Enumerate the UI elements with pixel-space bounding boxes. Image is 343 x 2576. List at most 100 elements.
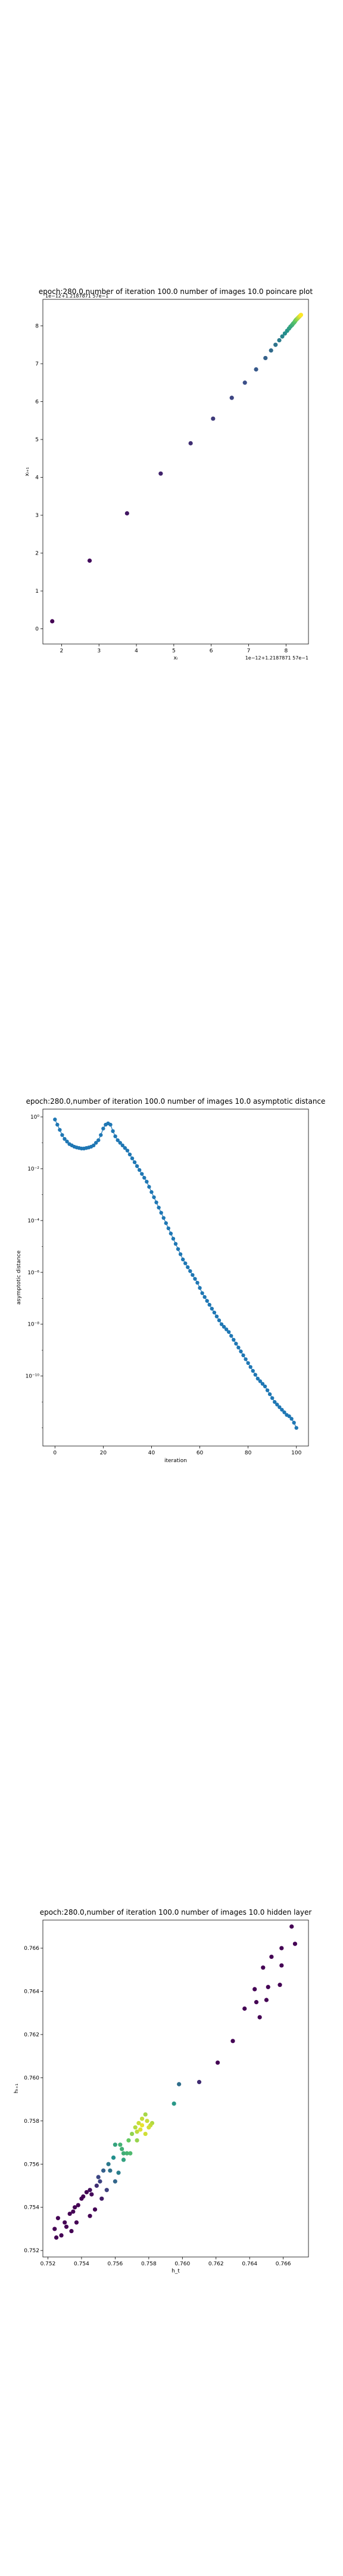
x-tick-label: 4 (135, 648, 138, 654)
data-point (59, 2233, 64, 2238)
data-point (58, 1128, 62, 1132)
data-point (166, 1226, 171, 1231)
data-point (202, 1295, 207, 1299)
data-point (171, 1237, 176, 1241)
data-point (84, 2190, 89, 2194)
data-point (198, 1286, 202, 1290)
data-point (52, 2227, 57, 2231)
x-tick-label: 2 (60, 648, 64, 654)
data-point (241, 1353, 245, 1358)
data-point (244, 1357, 248, 1361)
data-point (219, 1322, 224, 1326)
data-point (263, 1384, 267, 1389)
data-point (125, 1148, 130, 1153)
data-point (183, 1261, 188, 1265)
x-axis-label: h_t (172, 2268, 180, 2274)
data-point (292, 1942, 298, 1946)
x-offset-text: 1e−12+1.2187871 57e−1 (245, 655, 308, 661)
data-point (145, 1179, 149, 1184)
data-point (143, 2131, 148, 2137)
x-tick-label: 100 (291, 1450, 301, 1456)
data-point (121, 2157, 126, 2162)
data-point (63, 1137, 67, 1141)
data-point (142, 1175, 146, 1180)
y-axis-label: hₜ₊₁ (14, 2083, 20, 2094)
data-point (158, 471, 163, 476)
plot-frame (42, 1109, 309, 1447)
x-axis-label: xᵢ (174, 655, 178, 661)
data-point (138, 2127, 143, 2132)
data-point (135, 1164, 139, 1168)
x-tick-label: 60 (197, 1450, 204, 1456)
data-point (263, 355, 268, 361)
data-point (280, 1407, 284, 1412)
x-tick-label: 0.766 (276, 2261, 291, 2267)
data-point (147, 1185, 151, 1189)
data-point (257, 2015, 262, 2020)
data-point (121, 2151, 126, 2156)
y-tick-label: 10⁻² (27, 1166, 39, 1172)
data-point (98, 2179, 102, 2184)
data-point (186, 1265, 190, 1270)
y-tick-label: 4 (35, 475, 39, 481)
data-point (123, 1145, 127, 1150)
data-point (67, 2211, 72, 2216)
data-point (71, 2209, 76, 2214)
data-point (113, 1134, 117, 1138)
asymptotic-distance-plot: epoch:280.0,number of iteration 100.0 nu… (16, 1097, 325, 1464)
y-tick-label: 0.752 (24, 2248, 39, 2254)
y-tick-label: 3 (35, 513, 39, 519)
data-point (269, 1954, 274, 1959)
plot-frame (42, 299, 309, 645)
y-tick-label: 8 (35, 323, 39, 329)
data-point (135, 2129, 139, 2134)
data-point (191, 1272, 195, 1277)
y-tick-label: 0.760 (24, 2075, 39, 2081)
data-point (91, 1143, 96, 1148)
data-point (279, 1946, 284, 1950)
data-point (118, 2142, 123, 2147)
y-tick-label: 0.766 (24, 1946, 39, 1952)
hidden-layer-plot: epoch:280.0,number of iteration 100.0 nu… (14, 1908, 311, 2274)
data-point (178, 1252, 183, 1256)
data-point (222, 1324, 226, 1329)
data-point (266, 1984, 270, 1989)
data-point (292, 1420, 296, 1425)
data-point (124, 511, 129, 516)
chart-title: epoch:280.0,number of iteration 100.0 nu… (39, 287, 313, 296)
data-point (210, 1306, 214, 1311)
data-point (217, 1318, 222, 1323)
data-point (161, 1216, 166, 1220)
data-point (176, 1247, 180, 1251)
data-point (254, 2000, 259, 2005)
data-point (50, 619, 55, 624)
y-tick-label: 0.756 (24, 2162, 39, 2168)
y-tick-label: 0.754 (24, 2205, 39, 2211)
data-point (127, 1152, 132, 1157)
y-tick-label: 6 (35, 399, 39, 405)
data-point (229, 1334, 233, 1338)
x-tick-label: 80 (245, 1450, 252, 1456)
data-point (207, 1302, 211, 1307)
data-point (136, 2120, 141, 2126)
x-tick-label: 20 (100, 1450, 107, 1456)
data-point (120, 2147, 124, 2151)
data-point (101, 1126, 105, 1131)
x-tick-label: 0.754 (74, 2261, 89, 2267)
data-point (118, 1141, 122, 1145)
data-point (94, 1141, 98, 1145)
data-point (282, 1410, 286, 1414)
data-point (188, 441, 193, 445)
data-point (137, 1168, 142, 1172)
data-point (54, 2235, 59, 2240)
data-point (270, 1396, 275, 1400)
data-point (261, 1965, 266, 1970)
data-point (135, 2138, 139, 2143)
data-point (74, 2220, 79, 2225)
poincare-plot: epoch:280.0,number of iteration 100.0 nu… (24, 287, 313, 661)
data-point (111, 2155, 116, 2160)
data-point (273, 1400, 277, 1404)
data-point (132, 1160, 137, 1165)
data-point (230, 2039, 235, 2044)
y-tick-label: 1 (35, 589, 39, 595)
